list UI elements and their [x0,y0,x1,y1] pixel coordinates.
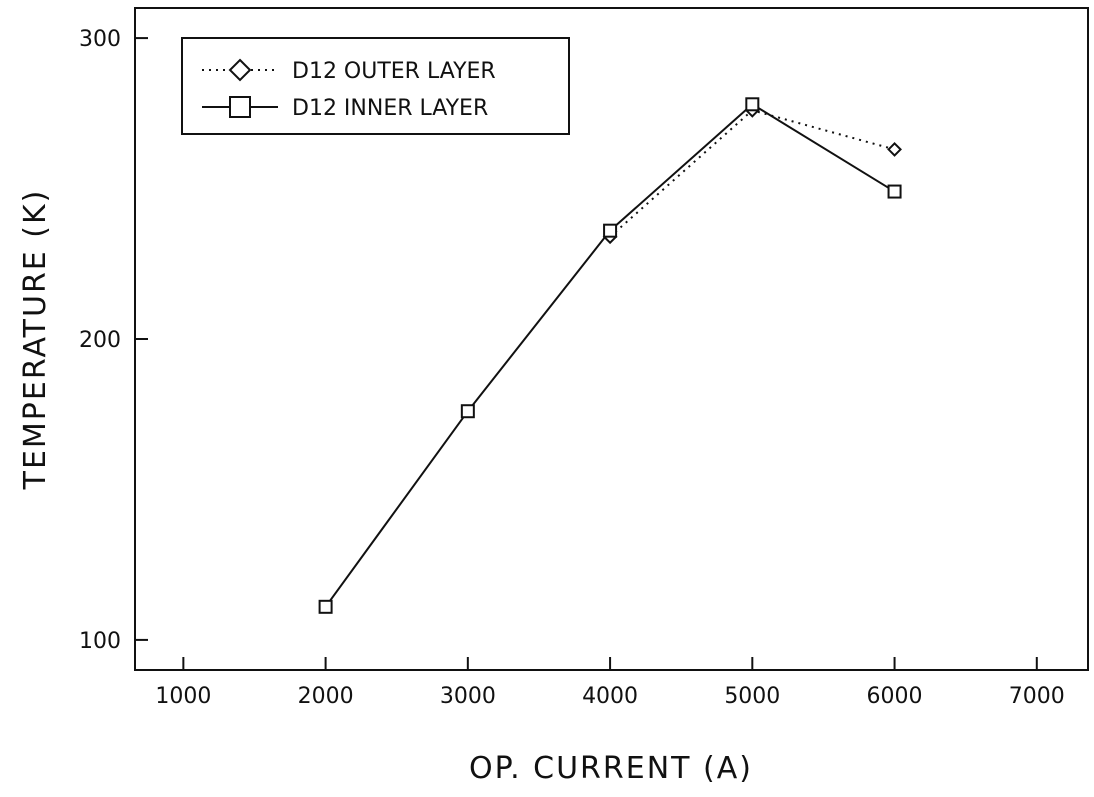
series-line-d12-inner-layer [324,103,896,608]
point-d12-inner-layer-2 [603,223,618,238]
legend-item-inner-layer: D12 INNER LAYER [202,96,488,121]
point-d12-outer-layer-2 [887,142,902,157]
point-d12-inner-layer-3 [745,97,760,112]
x-tick-label-5: 6000 [867,684,923,709]
point-d12-inner-layer-4 [887,184,902,199]
x-tick-label-6: 7000 [1009,684,1065,709]
x-axis-title: OP. CURRENT (A) [469,751,753,786]
x-tick-label-1: 2000 [298,684,354,709]
y-tick-label-0: 100 [79,629,121,654]
legend-item-outer-layer: D12 OUTER LAYER [202,58,496,84]
series-layer [318,97,902,614]
x-tick-label-2: 3000 [440,684,496,709]
point-d12-inner-layer-0 [318,599,333,614]
y-tick-label-2: 300 [79,27,121,52]
axis-layer: 1000 2000 3000 4000 5000 6000 7000 100 200 300 [79,27,1065,709]
legend: D12 OUTER LAYER D12 INNER LAYER [181,37,570,135]
series-line-d12-outer-layer [609,109,895,238]
legend-marker-outer-layer [228,58,252,82]
point-d12-inner-layer-1 [460,404,475,419]
legend-marker-inner-layer [229,96,251,118]
y-tick-label-1: 200 [79,328,121,353]
y-axis-title: TEMPERATURE (K) [18,189,53,491]
x-tick-label-0: 1000 [155,684,211,709]
legend-label-inner-layer: D12 INNER LAYER [292,96,488,121]
x-tick-label-3: 4000 [582,684,638,709]
x-tick-label-4: 5000 [724,684,780,709]
legend-label-outer-layer: D12 OUTER LAYER [292,59,496,84]
